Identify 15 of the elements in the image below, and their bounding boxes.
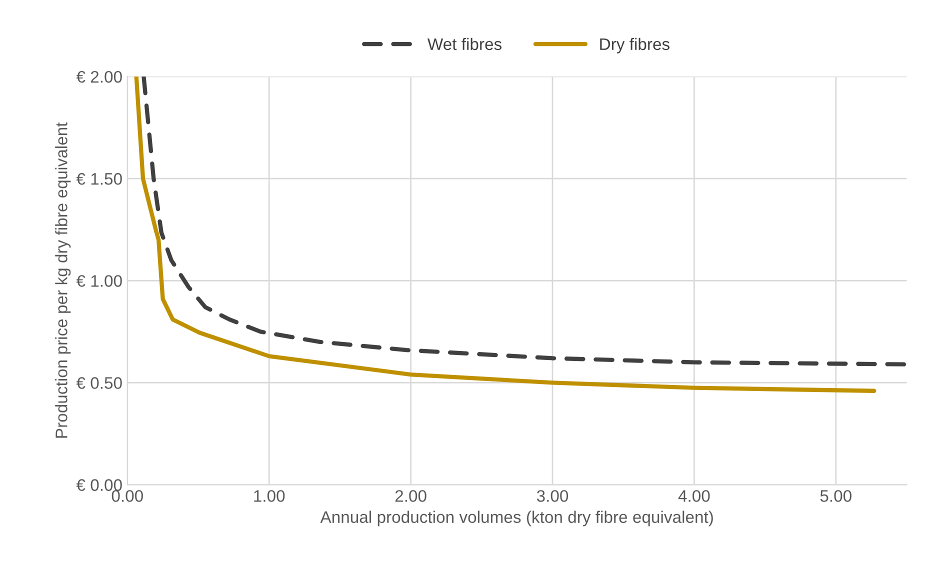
x-tick-label: 3.00 <box>536 490 568 502</box>
legend-label: Dry fibres <box>600 38 670 54</box>
x-tick-label: 1.00 <box>254 490 285 502</box>
x-tick-label: 2.00 <box>395 490 426 502</box>
x-axis-title: Annual production volumes (kton dry fibre equivalent) <box>320 510 713 526</box>
y-tick-label: € 2.00 <box>76 70 122 83</box>
x-tick-label: 5.00 <box>820 490 852 502</box>
x-tick-label: 0.00 <box>112 490 143 502</box>
y-tick-label: € 1.00 <box>76 275 122 287</box>
y-tick-label: € 1.50 <box>76 173 122 185</box>
y-tick-label: € 0.50 <box>76 377 122 389</box>
legend-label: Wet fibres <box>427 38 502 50</box>
y-tick-label: € 0.00 <box>76 479 122 491</box>
x-tick-label: 4.00 <box>678 490 710 502</box>
y-axis-title: Production price per kg dry fibre equivalent <box>55 122 71 438</box>
